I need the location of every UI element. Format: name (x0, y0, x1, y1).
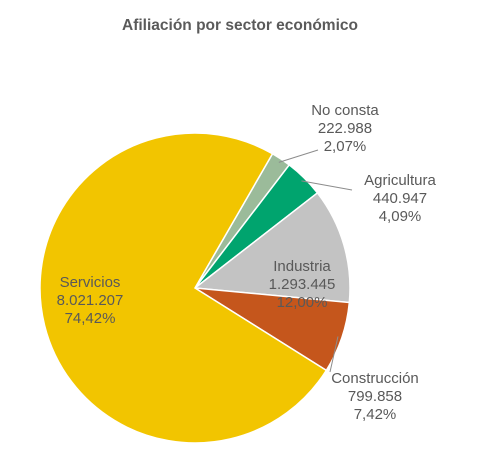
leader-lines-group (278, 149, 353, 373)
slice-label-agricultura-percent: 4,09% (379, 208, 422, 225)
slice-label-no-consta-percent: 2,07% (324, 138, 367, 155)
pie-slice-servicios (39, 132, 328, 444)
slice-label-no-consta-name: No consta (311, 102, 379, 119)
leader-line-agricultura (301, 180, 353, 191)
slice-label-agricultura-name: Agricultura (364, 172, 436, 189)
leader-line-no-consta (278, 149, 319, 163)
slice-label-no-consta-value: 222.988 (318, 120, 372, 137)
slice-label-servicios: Servicios 8.021.207 74,42% (57, 274, 124, 327)
slice-label-servicios-name: Servicios (60, 274, 121, 291)
slice-label-industria-value: 1.293.445 (269, 276, 336, 293)
slice-label-industria-name: Industria (273, 258, 331, 275)
leader-line-construccion (329, 336, 339, 373)
pie-slice-industria (193, 191, 351, 304)
slice-label-construccion-percent: 7,42% (354, 406, 397, 423)
slice-label-servicios-value: 8.021.207 (57, 292, 124, 309)
slice-label-construccion-name: Construcción (331, 370, 419, 387)
slices-group (39, 132, 351, 444)
slice-label-industria-percent: 12,00% (277, 294, 328, 311)
slice-label-servicios-percent: 74,42% (65, 310, 116, 327)
slice-label-agricultura: Agricultura 440.947 4,09% (364, 172, 436, 225)
slice-label-construccion: Construcción 799.858 7,42% (331, 370, 419, 423)
chart-title: Afiliación por sector económico (122, 17, 358, 34)
slice-label-construccion-value: 799.858 (348, 388, 402, 405)
slice-label-industria: Industria 1.293.445 12,00% (269, 258, 336, 311)
slice-label-no-consta: No consta 222.988 2,07% (311, 102, 379, 155)
labels-group: No consta 222.988 2,07% Agricultura 440.947 4… (57, 102, 437, 423)
slice-label-agricultura-value: 440.947 (373, 190, 427, 207)
